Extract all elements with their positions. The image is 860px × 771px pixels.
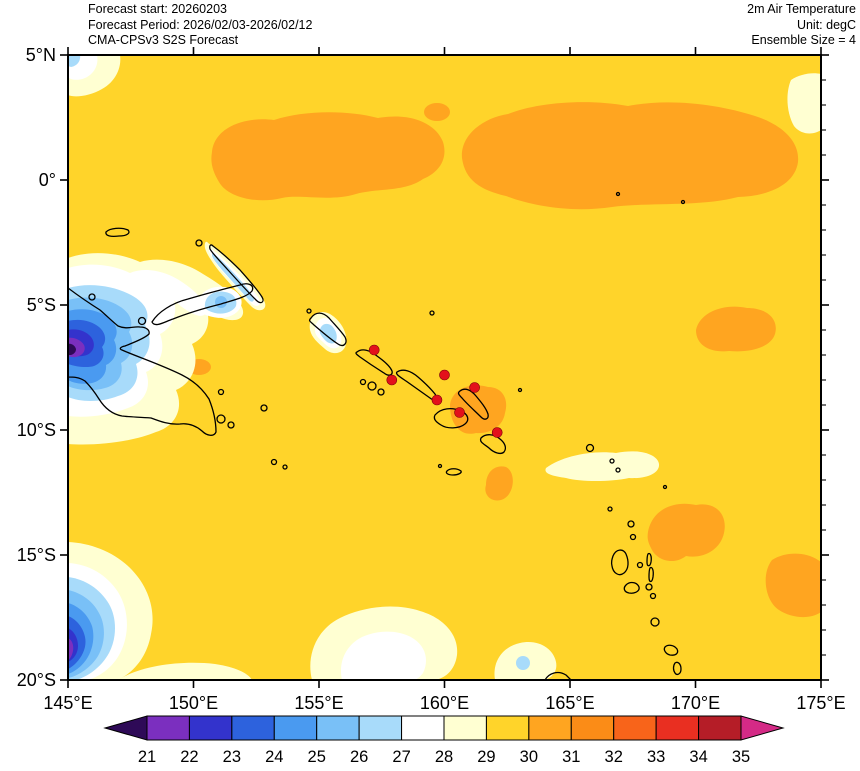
colorbar-label: 23 [223, 748, 241, 766]
colorbar-label: 30 [520, 748, 538, 766]
svg-text:0°: 0° [39, 170, 56, 190]
colorbar-label: 22 [180, 748, 198, 766]
colorbar-segment [358, 715, 403, 741]
colorbar-segment [273, 715, 318, 741]
colorbar-label: 25 [308, 748, 326, 766]
colorbar-over-arrow [740, 715, 785, 741]
coastline-vanuatu [607, 506, 682, 676]
colorbar-label: 21 [138, 748, 156, 766]
colorbar: 21 22 23 24 25 26 27 28 29 30 31 32 33 34 35 [103, 715, 785, 766]
colorbar-segment [401, 715, 445, 741]
field-cool-pool-southwest [68, 542, 252, 680]
svg-text:145°E: 145°E [43, 693, 92, 713]
coastline-guadalcanal [433, 408, 469, 429]
colorbar-label: 31 [562, 748, 580, 766]
variable-title: 2m Air Temperature [747, 2, 856, 16]
colorbar-segment [570, 715, 615, 741]
colorbar-segment [528, 715, 572, 741]
header-right: 2m Air Temperature Unit: degC Ensemble S… [747, 2, 856, 49]
field-pale-patches-south [310, 606, 557, 680]
colorbar-segment [443, 715, 487, 741]
colorbar-label: 35 [732, 748, 750, 766]
colorbar-segment [613, 715, 657, 741]
coastline-new-ireland [209, 244, 264, 304]
colorbar-segment [146, 715, 190, 741]
colorbar-segment [231, 715, 275, 741]
station-dot [469, 382, 480, 393]
colorbar-label: 33 [647, 748, 665, 766]
station-dot [431, 394, 443, 406]
field-warm-equatorial-band [211, 102, 799, 210]
station-dot [491, 427, 503, 438]
colorbar-label: 27 [392, 748, 410, 766]
station-dot [454, 407, 465, 418]
svg-text:165°E: 165°E [545, 693, 594, 713]
svg-text:15°S: 15°S [17, 545, 56, 565]
header-left: Forecast start: 20260203 Forecast Period… [88, 2, 312, 49]
coastline-manus [105, 227, 130, 238]
svg-text:160°E: 160°E [420, 693, 469, 713]
coastline-bougainville [308, 312, 347, 347]
colorbar-segment [655, 715, 700, 741]
field-pale-band-santa-cruz [545, 451, 660, 481]
model-name: CMA-CPSv3 S2S Forecast [88, 33, 239, 47]
colorbar-label: 24 [265, 748, 283, 766]
forecast-period: Forecast Period: 2026/02/03-2026/02/12 [88, 17, 313, 32]
colorbar-segment [188, 715, 233, 741]
coastline-new-caledonia-tip [544, 671, 572, 680]
colorbar-segment [698, 715, 742, 741]
coastline-malaita [457, 388, 489, 420]
ensemble-size: Ensemble Size = 4 [751, 33, 856, 47]
unit-label: Unit: degC [796, 17, 856, 32]
y-axis-labels: 5°N 0° 5°S 10°S 15°S 20°S [17, 45, 56, 690]
station-dot [439, 369, 450, 381]
svg-text:150°E: 150°E [169, 693, 218, 713]
svg-text:5°S: 5°S [27, 295, 56, 315]
station-markers [368, 344, 503, 438]
station-dot [368, 344, 380, 356]
field-warm-patches [187, 306, 821, 618]
colorbar-label: 29 [477, 748, 495, 766]
coastline-new-guinea [68, 287, 217, 436]
svg-text:10°S: 10°S [17, 420, 56, 440]
colorbar-label: 32 [605, 748, 623, 766]
svg-text:170°E: 170°E [671, 693, 720, 713]
temperature-field [68, 55, 821, 680]
svg-text:175°E: 175°E [796, 693, 845, 713]
station-dot [386, 374, 398, 386]
axis-ticks [60, 47, 829, 688]
forecast-start: Forecast start: 20260203 [88, 2, 227, 16]
svg-text:20°S: 20°S [17, 670, 56, 690]
svg-text:155°E: 155°E [294, 693, 343, 713]
svg-text:5°N: 5°N [26, 45, 56, 65]
colorbar-label: 26 [350, 748, 368, 766]
colorbar-label: 28 [435, 748, 453, 766]
colorbar-under-arrow [103, 715, 148, 741]
colorbar-segment [316, 715, 360, 741]
colorbar-segment [485, 715, 530, 741]
colorbar-label: 34 [689, 748, 707, 766]
coastline-new-britain [151, 283, 254, 326]
x-axis-labels: 145°E 150°E 155°E 160°E 165°E 170°E 175°E [43, 693, 845, 713]
